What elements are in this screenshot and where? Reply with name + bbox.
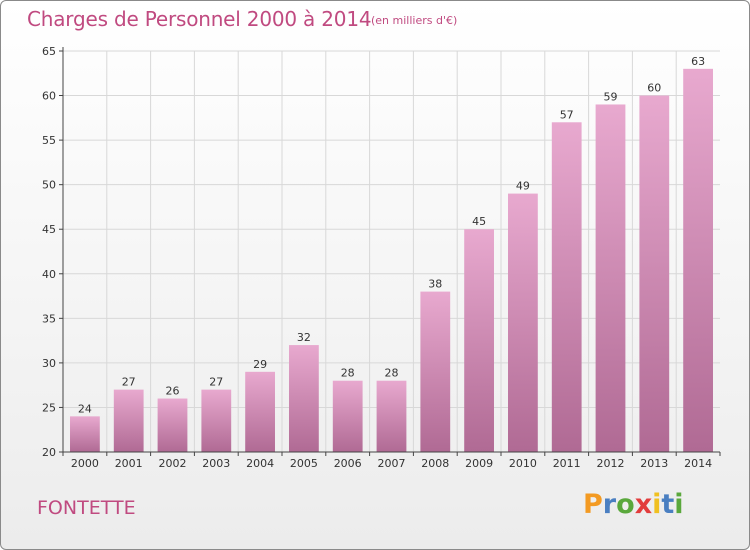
x-tick-label: 2013 xyxy=(640,457,668,470)
bar-2001 xyxy=(113,389,144,452)
bar-2007 xyxy=(376,380,407,452)
logo-letter: P xyxy=(583,489,603,520)
y-tick-label: 25 xyxy=(42,401,56,414)
x-tick-label: 2014 xyxy=(684,457,712,470)
bar-2010 xyxy=(508,193,538,453)
chart-subtitle: (en milliers d'€) xyxy=(371,14,458,27)
bar-2013 xyxy=(639,95,670,453)
bar-2014 xyxy=(683,68,713,453)
data-label: 32 xyxy=(297,331,311,344)
y-tick-label: 40 xyxy=(42,268,56,281)
data-label: 60 xyxy=(647,82,661,95)
y-tick-label: 65 xyxy=(42,45,56,58)
data-label: 27 xyxy=(209,376,223,389)
x-tick-label: 2006 xyxy=(334,457,362,470)
x-tick-label: 2008 xyxy=(421,457,449,470)
data-label: 63 xyxy=(691,55,705,68)
bar-2003 xyxy=(201,389,232,452)
bar-2012 xyxy=(595,104,626,452)
bar-2011 xyxy=(551,122,582,453)
logo-letter: o xyxy=(616,489,635,520)
y-tick-label: 30 xyxy=(42,357,56,370)
data-label: 28 xyxy=(341,367,355,380)
bar-2000 xyxy=(70,416,100,452)
chart-title: Charges de Personnel 2000 à 2014 xyxy=(27,7,372,31)
bar-2008 xyxy=(420,291,451,452)
y-tick-label: 55 xyxy=(42,134,56,147)
y-tick-label: 45 xyxy=(42,223,56,236)
proxiti-logo: Proxiti xyxy=(583,489,684,520)
y-tick-label: 35 xyxy=(42,312,56,325)
logo-letter: i xyxy=(674,489,684,520)
data-label: 59 xyxy=(604,90,618,103)
x-tick-label: 2007 xyxy=(378,457,406,470)
data-label: 27 xyxy=(122,376,136,389)
data-label: 49 xyxy=(516,180,530,193)
x-tick-label: 2000 xyxy=(71,457,99,470)
bar-2002 xyxy=(157,398,188,452)
x-tick-label: 2002 xyxy=(159,457,187,470)
data-label: 24 xyxy=(78,402,92,415)
logo-letter: r xyxy=(602,489,617,520)
y-tick-label: 20 xyxy=(42,446,56,459)
y-tick-label: 60 xyxy=(42,90,56,103)
data-label: 38 xyxy=(428,278,442,291)
bar-2005 xyxy=(289,345,319,452)
logo-letter: t xyxy=(661,489,675,520)
bars xyxy=(70,68,713,453)
data-label: 57 xyxy=(560,108,574,121)
x-tick-label: 2009 xyxy=(465,457,493,470)
x-tick-label: 2003 xyxy=(202,457,230,470)
y-tick-label: 50 xyxy=(42,179,56,192)
x-tick-label: 2011 xyxy=(553,457,581,470)
data-label: 26 xyxy=(166,385,180,398)
data-label: 28 xyxy=(385,367,399,380)
logo-letter: i xyxy=(652,489,662,520)
bar-2004 xyxy=(245,371,275,452)
x-tick-label: 2012 xyxy=(597,457,625,470)
data-label: 29 xyxy=(253,358,267,371)
axes xyxy=(59,47,721,456)
x-tick-label: 2001 xyxy=(115,457,143,470)
x-tick-label: 2010 xyxy=(509,457,537,470)
bar-2009 xyxy=(464,229,494,452)
x-tick-label: 2004 xyxy=(246,457,274,470)
labels: 20 25 30 35 40 45 50 55 60 65 24 2000 27 2001 26 2002 27… xyxy=(42,45,712,470)
data-label: 45 xyxy=(472,215,486,228)
commune-name: FONTETTE xyxy=(37,497,136,519)
bar-2006 xyxy=(332,380,363,452)
x-tick-label: 2005 xyxy=(290,457,318,470)
logo-letter: x xyxy=(634,489,653,520)
